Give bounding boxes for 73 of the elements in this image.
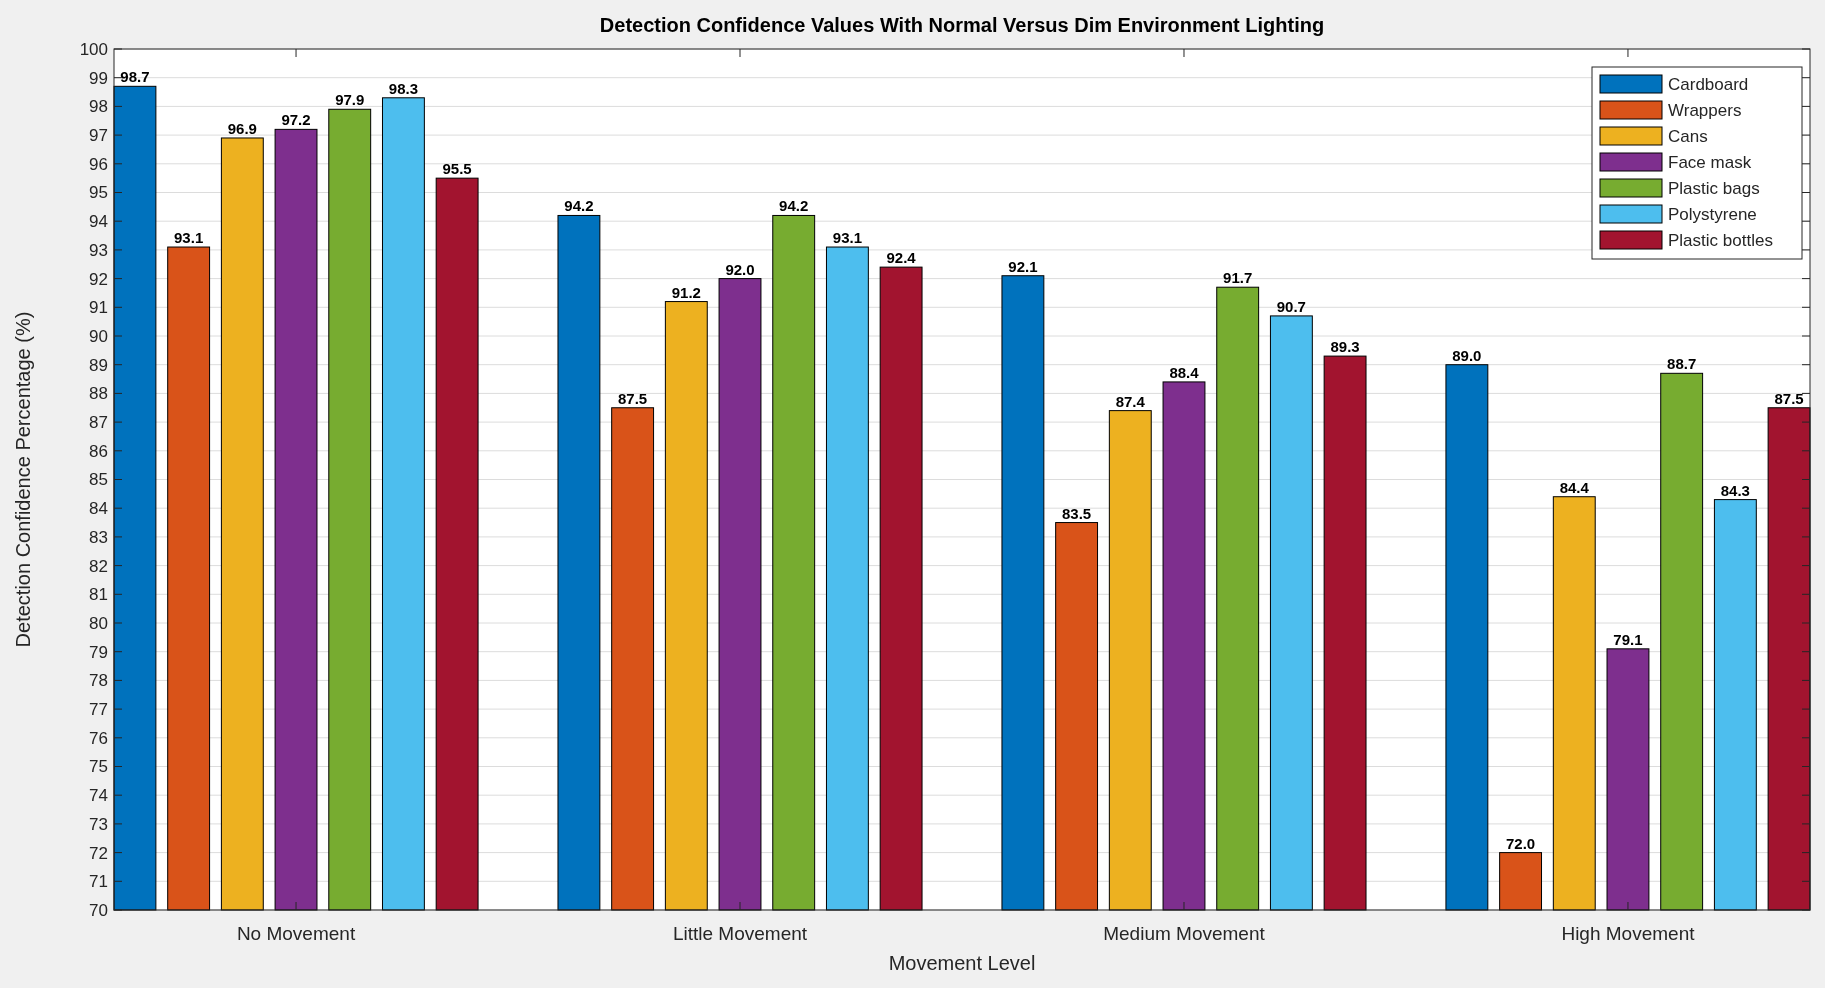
y-tick-label: 100 — [79, 39, 108, 59]
data-label: 91.7 — [1223, 269, 1253, 287]
y-tick-label: 91 — [89, 298, 108, 318]
data-label: 96.9 — [227, 119, 257, 137]
data-label: 84.4 — [1559, 478, 1590, 496]
chart-title: Detection Confidence Values With Normal Versus Dim Environment Lighting — [599, 14, 1325, 36]
y-axis-title: Detection Confidence Percentage (%) — [12, 311, 34, 648]
legend-label: Plastic bags — [1668, 178, 1760, 198]
y-tick-label: 85 — [89, 470, 108, 490]
y-tick-label: 75 — [89, 757, 108, 777]
data-label: 98.7 — [120, 68, 150, 86]
y-tick-label: 97 — [89, 126, 108, 146]
x-tick-label: Medium Movement — [1103, 923, 1266, 944]
y-tick-label: 76 — [89, 728, 108, 748]
y-tick-label: 93 — [89, 240, 108, 260]
x-tick-label: No Movement — [236, 923, 356, 944]
data-label: 98.3 — [388, 79, 419, 97]
data-label: 72.0 — [1505, 834, 1536, 852]
x-tick-label: Little Movement — [672, 923, 808, 944]
y-tick-label: 78 — [89, 671, 108, 691]
legend-label: Polystyrene — [1668, 204, 1757, 224]
y-tick-label: 74 — [89, 786, 108, 806]
legend-label: Plastic bottles — [1668, 230, 1773, 250]
data-label: 89.0 — [1452, 346, 1482, 364]
data-label: 87.5 — [618, 389, 648, 407]
y-tick-label: 82 — [89, 556, 108, 576]
data-label: 88.7 — [1667, 355, 1697, 373]
data-label: 95.5 — [442, 160, 472, 178]
y-tick-label: 89 — [89, 355, 108, 375]
y-tick-label: 86 — [89, 441, 108, 461]
data-label: 88.4 — [1169, 363, 1200, 381]
y-tick-label: 88 — [89, 384, 108, 404]
y-tick-label: 70 — [89, 900, 108, 920]
y-tick-label: 77 — [89, 700, 108, 720]
x-tick-label: High Movement — [1561, 923, 1696, 944]
data-label: 92.1 — [1008, 257, 1038, 275]
y-tick-label: 99 — [89, 68, 108, 88]
data-label: 89.3 — [1330, 338, 1360, 356]
data-label: 93.1 — [832, 229, 863, 247]
data-label: 94.2 — [564, 197, 594, 215]
data-label: 79.1 — [1613, 630, 1643, 648]
y-tick-label: 94 — [89, 212, 108, 232]
data-label: 91.2 — [671, 283, 701, 301]
y-tick-label: 72 — [89, 843, 108, 863]
x-axis-title: Movement Level — [888, 952, 1036, 974]
data-label: 84.3 — [1720, 481, 1750, 499]
y-tick-label: 90 — [89, 326, 108, 346]
y-tick-label: 80 — [89, 613, 108, 633]
legend-label: Cans — [1668, 126, 1708, 146]
data-label: 97.9 — [335, 91, 365, 109]
y-tick-label: 98 — [89, 97, 108, 117]
y-tick-label: 79 — [89, 642, 108, 662]
y-tick-label: 81 — [89, 585, 108, 605]
data-label: 87.5 — [1774, 389, 1804, 407]
y-tick-label: 92 — [89, 269, 108, 289]
data-label: 90.7 — [1276, 297, 1306, 315]
data-label: 92.0 — [725, 260, 755, 278]
legend-label: Cardboard — [1668, 74, 1749, 94]
legend-label: Face mask — [1668, 152, 1752, 172]
data-label: 83.5 — [1061, 504, 1092, 522]
data-label: 94.2 — [779, 197, 809, 215]
y-tick-label: 96 — [89, 154, 108, 174]
legend-label: Wrappers — [1668, 100, 1742, 120]
data-label: 87.4 — [1115, 392, 1146, 410]
data-label: 93.1 — [174, 229, 204, 247]
y-tick-label: 73 — [89, 814, 108, 834]
data-label: 97.2 — [281, 111, 311, 129]
y-tick-label: 83 — [89, 527, 108, 547]
y-tick-label: 95 — [89, 183, 108, 203]
y-tick-label: 87 — [89, 413, 108, 433]
y-tick-label: 84 — [89, 499, 108, 519]
data-label: 92.4 — [886, 249, 917, 267]
y-tick-label: 71 — [89, 872, 108, 892]
